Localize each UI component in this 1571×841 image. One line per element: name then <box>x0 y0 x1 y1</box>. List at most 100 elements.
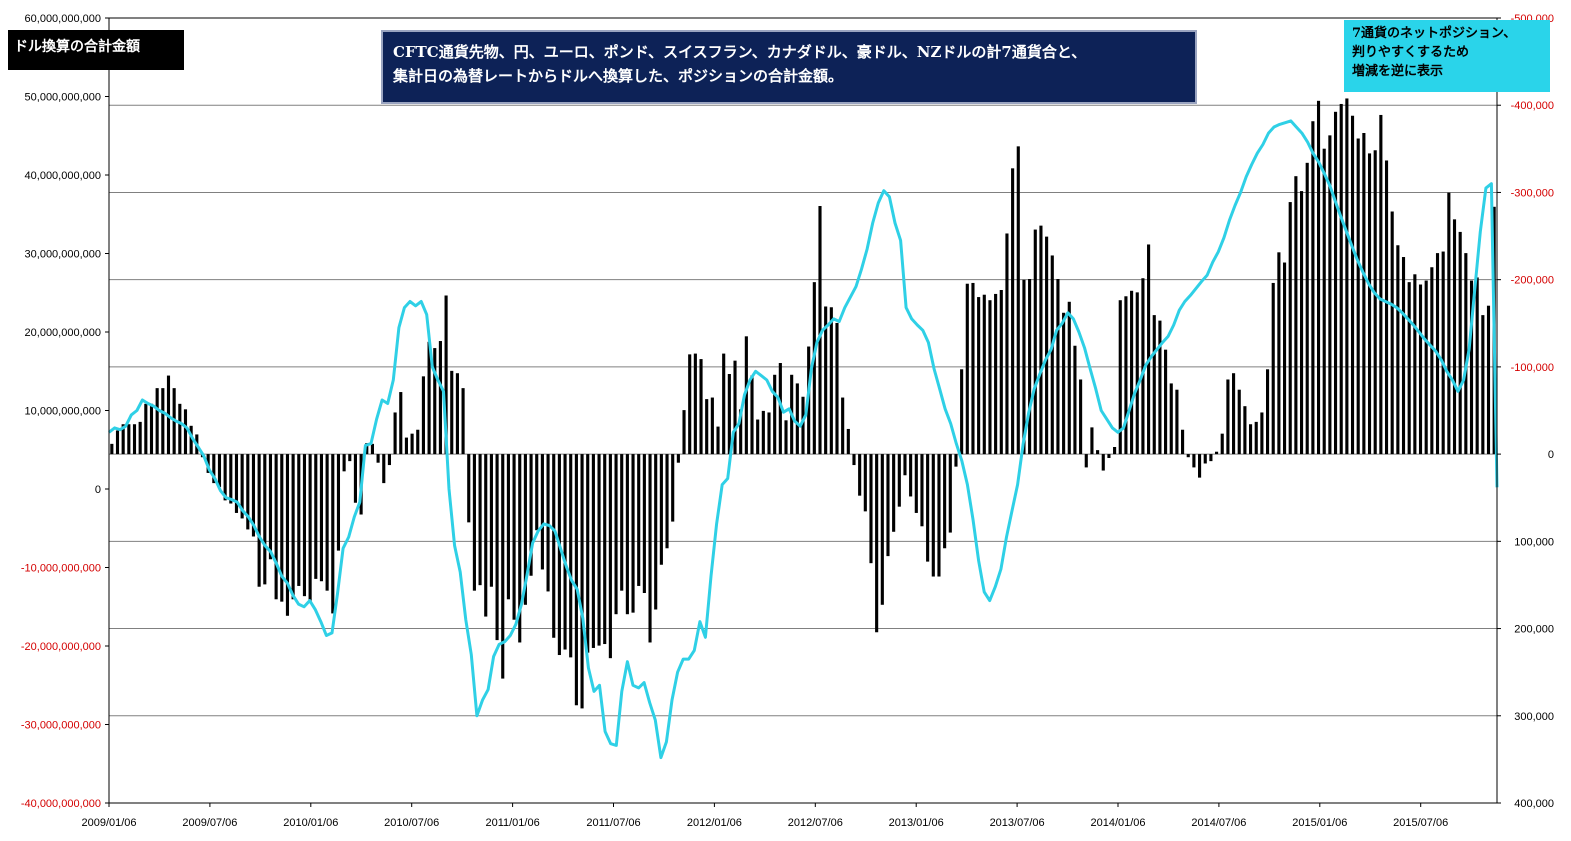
bar <box>450 370 454 455</box>
note-line-3: 増減を逆に表示 <box>1352 64 1444 79</box>
bar <box>1220 433 1224 455</box>
bar <box>937 454 941 577</box>
bar <box>331 454 335 614</box>
bar <box>1384 160 1389 455</box>
bar <box>1311 121 1315 455</box>
x-tick-label: 2009/07/06 <box>182 817 237 829</box>
bar <box>920 454 924 527</box>
bar <box>1356 138 1360 455</box>
bar <box>376 454 380 463</box>
bar <box>608 454 612 659</box>
x-tick-label: 2014/07/06 <box>1191 817 1246 829</box>
bar <box>484 454 488 617</box>
bar <box>863 454 867 512</box>
bar <box>155 388 159 455</box>
bar <box>778 363 782 455</box>
bar <box>1096 450 1100 455</box>
bar <box>1186 454 1190 458</box>
bar <box>1203 454 1207 464</box>
bar <box>1022 279 1026 455</box>
bar <box>1005 233 1009 455</box>
bar <box>795 383 799 455</box>
bar <box>858 454 862 496</box>
bar <box>1322 148 1326 455</box>
bar <box>438 341 442 455</box>
bar <box>1424 280 1428 455</box>
bar <box>529 454 533 576</box>
bar <box>1175 389 1179 455</box>
bar <box>580 454 584 709</box>
bar <box>710 397 714 455</box>
bar <box>1413 274 1417 455</box>
bar <box>977 297 981 455</box>
bar <box>1345 98 1349 455</box>
bar <box>1401 257 1406 455</box>
bar <box>121 424 125 455</box>
bar <box>1282 262 1287 455</box>
bar <box>676 454 680 463</box>
bar <box>1033 229 1037 455</box>
bar <box>149 403 154 455</box>
right-tick-label: -100,000 <box>1511 362 1554 374</box>
x-tick-label: 2011/01/06 <box>485 817 539 829</box>
bar <box>189 425 193 455</box>
bar <box>563 454 567 650</box>
x-tick-label: 2014/01/06 <box>1090 817 1145 829</box>
bar <box>1396 245 1400 455</box>
bar <box>1192 454 1196 468</box>
bar <box>1067 301 1071 455</box>
chart-title-text: ドル換算の合計金額 <box>14 39 140 55</box>
chart-title-box: ドル換算の合計金額 <box>8 30 184 70</box>
bar <box>246 454 250 530</box>
bar <box>1333 111 1338 455</box>
left-tick-label: 0 <box>95 484 101 496</box>
description-line-1: CFTC通貨先物、円、ユーロ、ポンド、スイスフラン、カナダドル、豪ドル、NZドル… <box>393 43 1087 61</box>
bar <box>1079 379 1083 455</box>
bar <box>1130 290 1134 455</box>
bar <box>234 454 239 513</box>
bar <box>461 388 465 455</box>
bar <box>620 454 624 591</box>
bar <box>1305 162 1309 455</box>
bar <box>971 282 975 455</box>
right-tick-label: -300,000 <box>1511 187 1554 199</box>
bar <box>1373 150 1377 455</box>
bar <box>472 454 476 591</box>
bar <box>943 454 947 549</box>
bar <box>1260 412 1264 455</box>
bar <box>1362 133 1366 455</box>
bar <box>773 374 777 455</box>
bar <box>909 454 913 497</box>
bar <box>240 454 244 519</box>
right-tick-label: -200,000 <box>1511 275 1554 287</box>
bar <box>1232 373 1236 455</box>
bar <box>217 454 222 488</box>
bar <box>557 454 561 656</box>
bar <box>1271 282 1275 455</box>
bar <box>648 454 652 643</box>
bar <box>1181 429 1185 455</box>
bar <box>1486 305 1491 455</box>
bar <box>1011 168 1015 455</box>
bar <box>903 454 907 476</box>
bar <box>699 359 703 455</box>
bar <box>926 454 930 562</box>
bar <box>138 421 142 455</box>
left-tick-label: 50,000,000,000 <box>25 92 101 104</box>
bar <box>223 454 227 501</box>
left-tick-label: -20,000,000,000 <box>21 641 101 653</box>
bar <box>1073 345 1077 455</box>
bar <box>880 454 884 605</box>
bar <box>988 300 992 455</box>
bar <box>642 454 646 594</box>
bar <box>393 412 397 455</box>
bar <box>1045 236 1049 455</box>
bar <box>727 374 731 455</box>
bar <box>291 454 295 600</box>
bar <box>637 454 641 586</box>
left-tick-label: 30,000,000,000 <box>25 249 101 261</box>
bar <box>1209 454 1213 462</box>
bar <box>342 454 346 472</box>
bar <box>161 388 165 455</box>
bar <box>1367 153 1372 455</box>
